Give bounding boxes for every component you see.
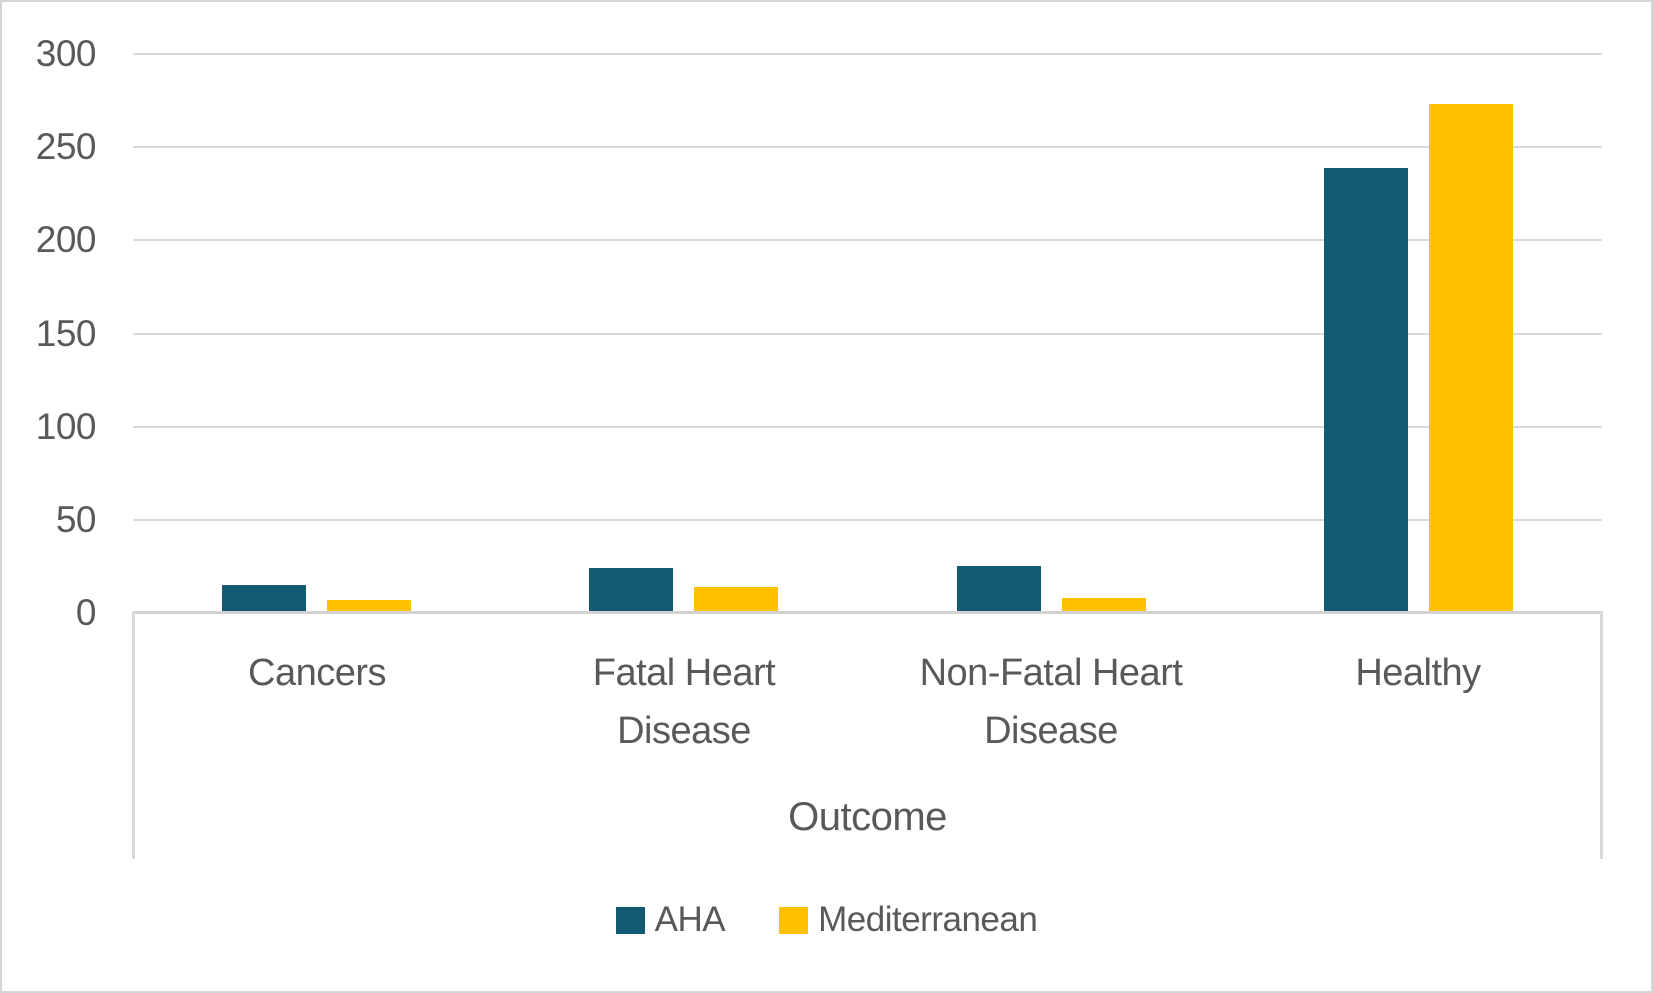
bar-mediterranean-non-fatal-heart-disease: [1062, 598, 1146, 613]
legend-item-aha: AHA: [615, 900, 726, 940]
bar-aha-cancers: [222, 585, 306, 613]
gridline-y-250: [133, 146, 1602, 148]
bar-mediterranean-cancers: [327, 600, 411, 613]
gridline-y-200: [133, 239, 1602, 241]
y-tick-label: 0: [75, 592, 97, 633]
x-axis-line: [133, 611, 1602, 614]
label-area-left-border: [132, 611, 135, 859]
bar-aha-fatal-heart-disease: [589, 568, 673, 613]
y-tick-label: 100: [35, 406, 97, 447]
y-tick-label: 50: [55, 499, 97, 540]
label-area-right-border: [1600, 611, 1603, 859]
legend-label: Mediterranean: [818, 900, 1038, 939]
gridline-y-50: [133, 519, 1602, 521]
bar-aha-healthy: [1324, 168, 1408, 613]
category-label: Fatal Heart Disease: [592, 652, 776, 752]
legend-swatch-aha-icon: [615, 906, 645, 934]
legend-item-mediterranean: Mediterranean: [779, 900, 1038, 940]
category-label: Healthy: [1355, 652, 1481, 694]
bar-mediterranean-fatal-heart-disease: [694, 587, 778, 613]
bar-aha-non-fatal-heart-disease: [957, 566, 1041, 613]
gridline-y-300: [133, 53, 1602, 55]
gridline-y-150: [133, 333, 1602, 335]
bar-mediterranean-healthy: [1429, 104, 1513, 613]
category-label: Cancers: [248, 652, 387, 694]
gridline-y-100: [133, 426, 1602, 428]
legend: AHA Mediterranean: [2, 900, 1651, 940]
x-axis-title: Outcome: [788, 795, 947, 839]
y-tick-label: 200: [35, 219, 97, 260]
y-tick-label: 250: [35, 126, 97, 167]
category-label: Non-Fatal Heart Disease: [919, 652, 1183, 752]
y-tick-label: 300: [35, 33, 97, 74]
legend-swatch-mediterranean-icon: [779, 906, 809, 934]
y-tick-label: 150: [35, 313, 97, 354]
legend-label: AHA: [654, 900, 726, 939]
